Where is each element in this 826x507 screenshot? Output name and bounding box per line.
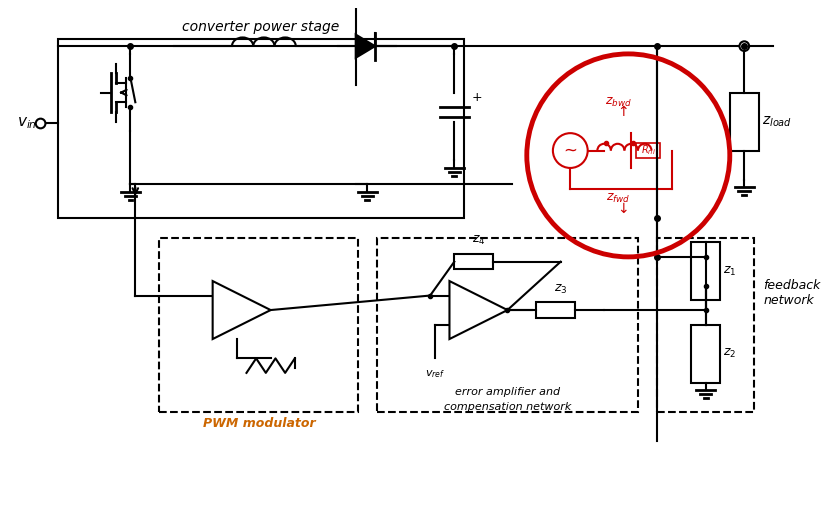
Text: converter power stage: converter power stage: [183, 20, 339, 34]
Polygon shape: [356, 34, 375, 58]
Text: $v_{in}$: $v_{in}$: [17, 116, 37, 131]
Circle shape: [739, 42, 749, 51]
Bar: [691, 242, 720, 300]
Text: PWM modulator: PWM modulator: [202, 417, 316, 429]
Text: $z_4$: $z_4$: [472, 234, 485, 247]
Text: $z_3$: $z_3$: [554, 282, 567, 296]
Text: $z_{load}$: $z_{load}$: [762, 115, 792, 129]
Bar: [536, 302, 575, 318]
Text: $R_{ni}$: $R_{ni}$: [641, 143, 656, 158]
Circle shape: [553, 133, 587, 168]
Text: +: +: [472, 91, 482, 104]
Polygon shape: [449, 281, 507, 339]
Bar: [377, 238, 638, 412]
Text: compensation network: compensation network: [444, 402, 571, 412]
Text: $v_{ref}$: $v_{ref}$: [425, 368, 445, 380]
Text: ~: ~: [563, 141, 577, 160]
Text: $z_1$: $z_1$: [723, 265, 736, 278]
Text: error amplifier and: error amplifier and: [455, 387, 560, 397]
Bar: [691, 324, 720, 383]
Text: ↓: ↓: [618, 202, 629, 215]
Text: ↑: ↑: [618, 105, 629, 119]
Bar: [636, 143, 660, 158]
Bar: [657, 238, 754, 412]
Polygon shape: [212, 281, 271, 339]
Bar: [730, 93, 759, 151]
Bar: [58, 40, 464, 218]
Circle shape: [36, 119, 45, 128]
Text: feedback: feedback: [763, 279, 821, 293]
Text: $z_{bwd}$: $z_{bwd}$: [605, 96, 632, 109]
Text: $z_{fwd}$: $z_{fwd}$: [606, 192, 631, 205]
Text: network: network: [763, 294, 814, 307]
Text: $z_2$: $z_2$: [723, 347, 736, 360]
Bar: [159, 238, 358, 412]
Bar: [454, 254, 493, 269]
